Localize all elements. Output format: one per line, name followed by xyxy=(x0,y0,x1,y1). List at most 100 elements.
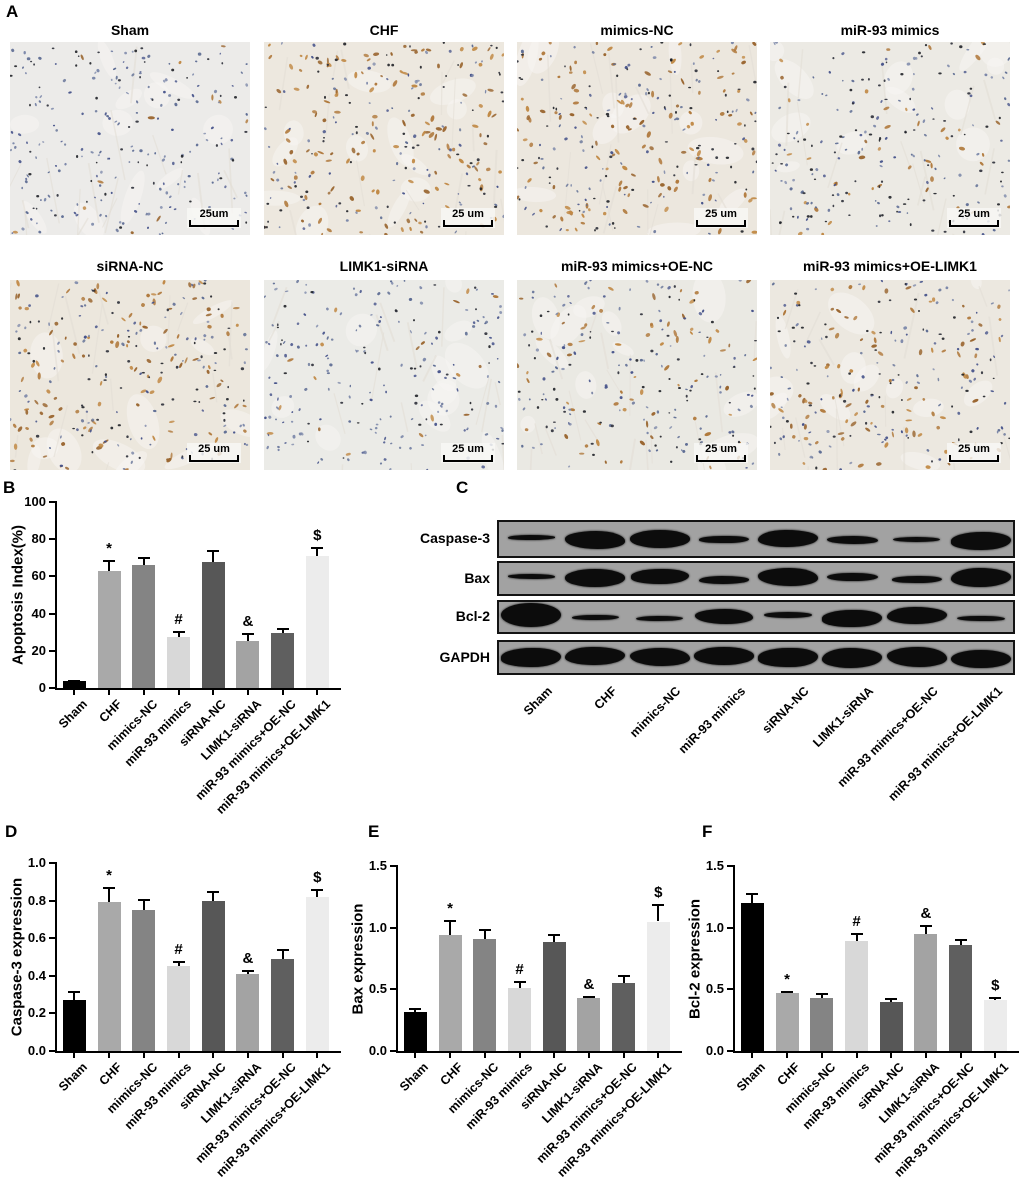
x-tick xyxy=(449,1053,452,1058)
x-tick xyxy=(820,1053,823,1058)
y-axis-line xyxy=(396,865,398,1051)
error-bar-cap xyxy=(137,898,150,901)
bar-sham xyxy=(740,903,764,1051)
x-tick xyxy=(855,1053,858,1058)
y-tick-label: 20 xyxy=(31,642,46,658)
error-bar-cap xyxy=(582,995,595,998)
blot-lane-label: siRNA-NC xyxy=(759,684,813,737)
scale-bar-line xyxy=(696,220,746,227)
scale-bar-label: 25 um xyxy=(198,443,230,455)
scale-bar-line xyxy=(443,455,493,462)
ihc-stain-speckles xyxy=(770,42,1010,235)
y-tick xyxy=(49,501,55,503)
bar-mir-93-mimics-oe-nc xyxy=(271,958,295,1051)
micrograph-title: miR-93 mimics+OE-NC xyxy=(560,258,714,274)
x-tick xyxy=(316,1053,319,1058)
bar-limk1-sirna xyxy=(236,973,260,1051)
error-bar-stem xyxy=(622,974,625,984)
error-bar-cap xyxy=(276,949,289,952)
error-bar-stem xyxy=(177,631,180,637)
micrograph-title: mimics-NC xyxy=(600,22,674,38)
y-tick-label: 0.0 xyxy=(705,1043,724,1058)
scale-bar-label: 25 um xyxy=(705,208,737,220)
bar-sham xyxy=(403,1011,427,1051)
x-tick xyxy=(414,1053,417,1058)
scale-bar: 25 um xyxy=(694,208,748,228)
error-bar-cap xyxy=(172,631,185,634)
significance-label: # xyxy=(174,940,183,958)
y-tick-label: 0.0 xyxy=(27,1043,46,1058)
significance-label: & xyxy=(920,905,932,923)
blot-lane-label: miR-93 mimics+OE-LIMK1 xyxy=(885,684,1005,804)
y-axis-title: Bcl-2 expression xyxy=(686,898,704,1019)
error-bar-cap xyxy=(548,933,561,936)
error-bar-cap xyxy=(137,556,150,559)
blot-band xyxy=(565,646,626,666)
scale-bar-label: 25um xyxy=(199,208,229,220)
y-tick-label: 80 xyxy=(31,531,46,547)
scale-bar-label: 25 um xyxy=(705,443,737,455)
blot-band xyxy=(571,615,620,621)
scale-bar: 25 um xyxy=(441,443,495,463)
blot-band xyxy=(565,569,626,587)
y-tick xyxy=(727,988,733,991)
scale-bar-line xyxy=(189,220,239,227)
ihc-stain-speckles xyxy=(517,42,757,235)
micrograph-title: siRNA-NC xyxy=(96,258,164,274)
significance-label: & xyxy=(242,950,254,968)
blot-row-label: Bcl-2 xyxy=(455,608,490,624)
error-bar-cap xyxy=(850,932,863,935)
x-tick xyxy=(657,1053,660,1058)
bar-limk1-sirna xyxy=(236,640,260,688)
blot-band xyxy=(763,612,813,618)
scale-bar-line xyxy=(696,455,746,462)
bar-limk1-sirna xyxy=(914,933,938,1051)
error-bar-cap xyxy=(746,893,759,896)
blot-lane-label: mimics-NC xyxy=(627,684,684,741)
y-tick-label: 0.6 xyxy=(27,930,46,946)
error-bar-stem xyxy=(142,898,145,910)
x-tick xyxy=(108,1053,111,1058)
y-tick xyxy=(49,899,55,902)
y-tick xyxy=(390,926,396,929)
blot-band xyxy=(956,615,1006,622)
x-tick-label: CHF xyxy=(437,1060,466,1089)
micrograph: 25 um xyxy=(770,42,1010,235)
error-bar-stem xyxy=(177,960,180,967)
blot-band xyxy=(698,535,750,544)
bar-mir-93-mimics xyxy=(845,941,868,1051)
y-tick-label: 1.0 xyxy=(27,855,46,870)
blot-row-label: Caspase-3 xyxy=(419,530,490,546)
micrograph: 25 um xyxy=(264,42,504,235)
error-bar-stem xyxy=(316,546,319,556)
bar-mir-93-mimics-oe-limk1 xyxy=(305,555,329,688)
y-tick-label: 100 xyxy=(24,494,46,509)
error-bar-stem xyxy=(281,627,284,634)
y-tick xyxy=(49,1012,55,1015)
error-bar-cap xyxy=(652,904,665,907)
significance-label: * xyxy=(784,970,791,988)
bar-sirna-nc xyxy=(542,942,566,1051)
x-tick xyxy=(142,690,145,695)
blot-band xyxy=(886,606,947,625)
error-bar-cap xyxy=(241,633,254,636)
blot-band xyxy=(694,609,753,625)
bar-limk1-sirna xyxy=(577,997,601,1051)
error-bar-cap xyxy=(513,980,526,983)
significance-label: # xyxy=(515,960,524,978)
error-bar-stem xyxy=(855,932,858,942)
blot-band xyxy=(822,609,883,628)
error-bar-stem xyxy=(820,993,823,998)
x-tick xyxy=(959,1053,962,1058)
x-tick-label: CHF xyxy=(96,697,125,726)
y-tick-label: 0.8 xyxy=(27,892,46,908)
y-tick xyxy=(727,1050,733,1052)
bar-sham xyxy=(62,681,86,688)
y-tick xyxy=(49,974,55,977)
micrograph-title: miR-93 mimics xyxy=(840,22,940,38)
blot-lane-label: miR-93 mimics xyxy=(675,684,748,757)
x-tick xyxy=(751,1053,754,1058)
blot-band xyxy=(950,650,1011,669)
significance-label: # xyxy=(852,912,861,930)
x-tick xyxy=(142,1053,145,1058)
